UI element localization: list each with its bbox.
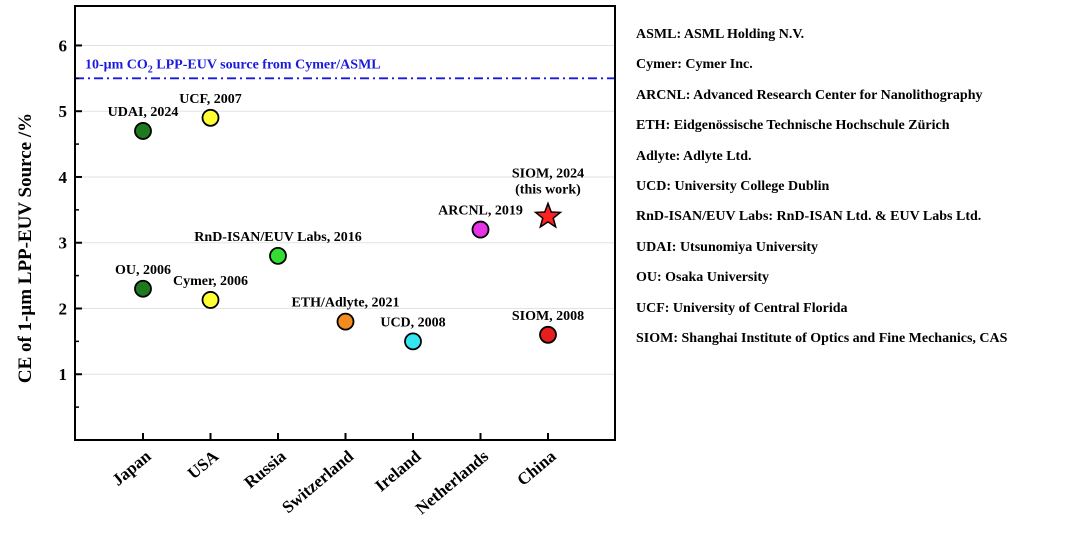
- legend-item: Cymer: Cymer Inc.: [636, 57, 753, 73]
- data-label-sub-9: (this work): [515, 182, 581, 197]
- y-tick-label: 3: [59, 234, 68, 253]
- x-tick-label-ireland: Ireland: [371, 446, 425, 495]
- data-label-0: UDAI, 2024: [108, 105, 179, 120]
- data-point-6: [404, 332, 422, 351]
- x-tick-label-china: China: [513, 446, 560, 489]
- data-label-6: UCD, 2008: [380, 315, 445, 330]
- legend-item: SIOM: Shanghai Institute of Optics and F…: [636, 331, 1008, 347]
- data-point-4: [269, 246, 287, 265]
- x-tick-label-netherlands: Netherlands: [412, 446, 493, 518]
- legend-item: ETH: Eidgenössische Technische Hochschul…: [636, 118, 950, 134]
- legend-item: OU: Osaka University: [636, 270, 769, 286]
- data-label-2: UCF, 2007: [179, 92, 242, 107]
- y-tick-label: 5: [59, 102, 68, 121]
- abbreviation-legend: ASML: ASML Holding N.V. Cymer: Cymer Inc.…: [636, 20, 1076, 354]
- data-label-7: ARCNL, 2019: [438, 204, 523, 219]
- data-label-9: SIOM, 2024: [512, 166, 584, 181]
- legend-item: RnD-ISAN/EUV Labs: RnD-ISAN Ltd. & EUV L…: [636, 209, 982, 225]
- grid-lines: [75, 44, 615, 375]
- plot-frame: [74, 5, 616, 441]
- reference-line-group: 10-μm CO2 LPP-EUV source from Cymer/ASML: [75, 57, 615, 80]
- reference-line-label: 10-μm CO2 LPP-EUV source from Cymer/ASML: [85, 57, 381, 75]
- data-point-2: [201, 108, 220, 127]
- data-labels: UDAI, 2024 OU, 2006 UCF, 2007 Cymer, 2006 Rn…: [108, 92, 585, 331]
- data-point-0: [134, 122, 152, 140]
- y-tick-label: 6: [59, 36, 68, 55]
- legend-item: ARCNL: Advanced Research Center for Nano…: [636, 87, 983, 103]
- y-axis-title: CE of 1-μm LPP-EUV Source /%: [15, 113, 36, 383]
- y-tick-label: 4: [59, 168, 68, 187]
- data-label-5: ETH/Adlyte, 2021: [291, 296, 399, 311]
- legend-item: UCF: University of Central Florida: [636, 300, 848, 316]
- data-point-1: [134, 279, 152, 298]
- x-tick-label-usa: USA: [184, 446, 223, 483]
- data-label-8: SIOM, 2008: [512, 309, 584, 324]
- x-tick-label-russia: Russia: [240, 446, 290, 492]
- legend-item: UCD: University College Dublin: [636, 179, 830, 195]
- ce-scatter-chart: 10-μm CO2 LPP-EUV source from Cymer/ASML…: [15, 5, 616, 518]
- data-point-7: [471, 220, 490, 239]
- data-point-5: [336, 312, 355, 331]
- y-tick-label: 1: [59, 365, 68, 384]
- x-tick-label-switzerland: Switzerland: [278, 446, 357, 517]
- data-point-star-9: [533, 201, 563, 229]
- data-label-3: Cymer, 2006: [173, 274, 248, 289]
- legend-item: ASML: ASML Holding N.V.: [636, 27, 805, 42]
- x-tick-label-japan: Japan: [108, 446, 155, 489]
- data-point-8: [539, 325, 557, 344]
- legend-item: Adlyte: Adlyte Ltd.: [636, 148, 752, 164]
- data-label-1: OU, 2006: [115, 263, 171, 278]
- legend-item: UDAI: Utsunomiya University: [636, 239, 818, 255]
- data-label-4: RnD-ISAN/EUV Labs, 2016: [194, 230, 361, 245]
- data-point-3: [201, 291, 220, 309]
- y-tick-label: 2: [59, 299, 68, 318]
- data-points: [134, 108, 563, 351]
